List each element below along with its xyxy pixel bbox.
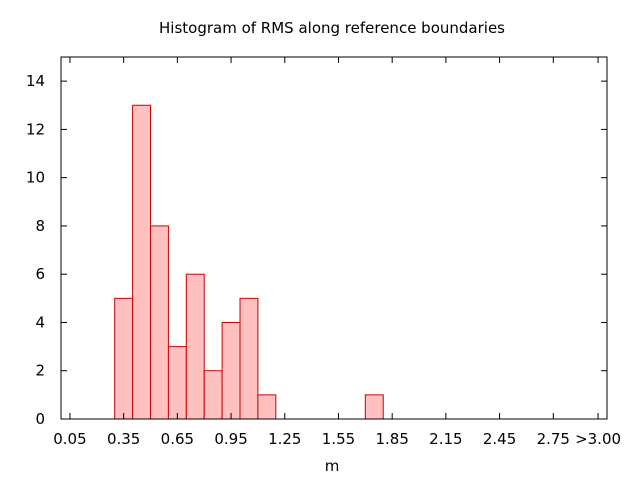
x-tick-label: 1.85 [375,430,408,448]
y-tick-label: 8 [35,217,45,235]
y-tick-label: 2 [35,362,45,380]
histogram-bar [150,225,169,420]
x-tick-label: 1.25 [268,430,301,448]
x-tick-label: 0.35 [107,430,140,448]
x-axis-label: m [325,457,340,475]
x-tick-label: 2.15 [429,430,462,448]
histogram-bar [257,394,277,420]
y-tick-label: 4 [35,313,45,331]
histogram-bar [132,104,152,420]
histogram-bar [239,297,259,420]
y-tick-label: 12 [26,120,45,138]
y-tick-label: 6 [35,265,45,283]
histogram-bar [221,321,241,420]
x-tick-label: 0.95 [214,430,247,448]
x-tick-label: 1.55 [322,430,355,448]
x-tick-label: 0.05 [53,430,86,448]
y-tick-label: 0 [35,410,45,428]
x-tick-label: 2.45 [483,430,516,448]
histogram-bar [114,297,134,420]
ticks-layer: 0 2 4 6 8 10 12 14 0.05 0.35 0.65 0.95 1.25 1.55 1.85 2… [26,57,621,448]
x-tick-label: 0.65 [161,430,194,448]
histogram-bar [185,273,205,420]
y-tick-label: 14 [26,72,45,90]
x-tick-label: 2.75 [537,430,570,448]
histogram-bar [167,346,187,420]
chart-title: Histogram of RMS along reference boundar… [159,19,505,37]
x-tick-label: >3.00 [575,430,621,448]
bars-layer [114,104,384,420]
histogram-bar [364,394,384,420]
plot-frame [60,56,608,420]
histogram-bar [203,370,223,420]
y-tick-label: 10 [26,169,45,187]
